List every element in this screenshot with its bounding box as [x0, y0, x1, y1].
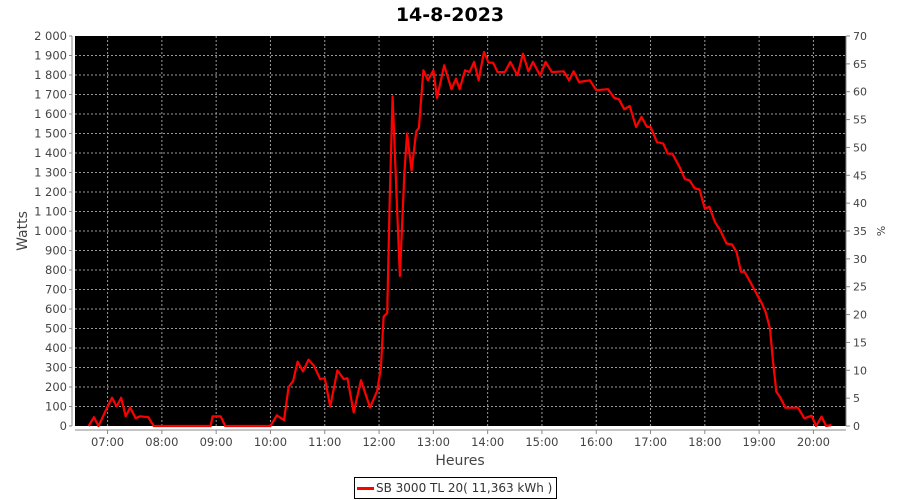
- y2-tick-label: 30: [853, 253, 867, 266]
- x-tick-label: 14:00: [471, 435, 504, 449]
- y-tick-label: 800: [45, 263, 67, 277]
- y-tick-label: 1 100: [34, 205, 67, 219]
- y-tick-label: 100: [45, 400, 67, 414]
- y-tick-label: 1 200: [34, 185, 67, 199]
- y2-tick-label: 20: [853, 309, 867, 322]
- x-tick-label: 11:00: [308, 435, 341, 449]
- y-tick-label: 500: [45, 322, 67, 336]
- y2-tick-label: 60: [853, 86, 867, 99]
- y-tick-label: 700: [45, 283, 67, 297]
- y2-tick-label: 35: [853, 225, 867, 238]
- y2-tick-label: 65: [853, 58, 867, 71]
- y-tick-label: 1 300: [34, 166, 67, 180]
- y-tick-label: 200: [45, 380, 67, 394]
- x-tick-label: 15:00: [525, 435, 558, 449]
- y-tick-label: 1 600: [34, 107, 67, 121]
- y-tick-label: 900: [45, 244, 67, 258]
- y-tick-label: 1 400: [34, 146, 67, 160]
- y2-tick-label: 10: [853, 364, 867, 377]
- y-tick-label: 600: [45, 302, 67, 316]
- y2-tick-label: 25: [853, 281, 867, 294]
- legend-label: SB 3000 TL 20( 11,363 kWh ): [376, 481, 553, 495]
- x-tick-label: 09:00: [200, 435, 233, 449]
- x-tick-label: 12:00: [362, 435, 395, 449]
- y-tick-label: 0: [60, 419, 67, 433]
- x-tick-label: 13:00: [417, 435, 450, 449]
- x-tick-label: 08:00: [145, 435, 178, 449]
- y2-tick-label: 5: [853, 392, 860, 405]
- x-tick-label: 18:00: [688, 435, 721, 449]
- x-axis-label: Heures: [435, 453, 484, 469]
- y2-tick-label: 15: [853, 336, 867, 349]
- x-tick-label: 20:00: [797, 435, 830, 449]
- y-tick-label: 300: [45, 361, 67, 375]
- y2-axis-label: %: [874, 226, 887, 236]
- y2-tick-label: 50: [853, 141, 867, 154]
- y2-tick-label: 40: [853, 197, 867, 210]
- x-tick-label: 10:00: [254, 435, 287, 449]
- y2-tick-label: 70: [853, 30, 867, 43]
- y-tick-label: 1 000: [34, 224, 67, 238]
- y-tick-label: 1 900: [34, 49, 67, 63]
- y-tick-label: 2 000: [34, 29, 67, 43]
- y-tick-label: 1 800: [34, 68, 67, 82]
- series-line: [87, 50, 832, 428]
- x-tick-label: 16:00: [580, 435, 613, 449]
- legend: SB 3000 TL 20( 11,363 kWh ): [354, 477, 558, 499]
- y-tick-label: 1 700: [34, 88, 67, 102]
- x-tick-label: 19:00: [743, 435, 776, 449]
- y2-tick-label: 55: [853, 114, 867, 127]
- y-tick-label: 400: [45, 341, 67, 355]
- legend-swatch: [357, 486, 374, 490]
- y-axis-label: Watts: [15, 211, 31, 251]
- grid: [75, 36, 846, 426]
- y2-tick-label: 45: [853, 169, 867, 182]
- y2-tick-label: 0: [853, 420, 860, 433]
- y-tick-label: 1 500: [34, 127, 67, 141]
- chart-title: 14-8-2023: [396, 4, 504, 26]
- x-tick-label: 17:00: [634, 435, 667, 449]
- x-tick-label: 07:00: [91, 435, 124, 449]
